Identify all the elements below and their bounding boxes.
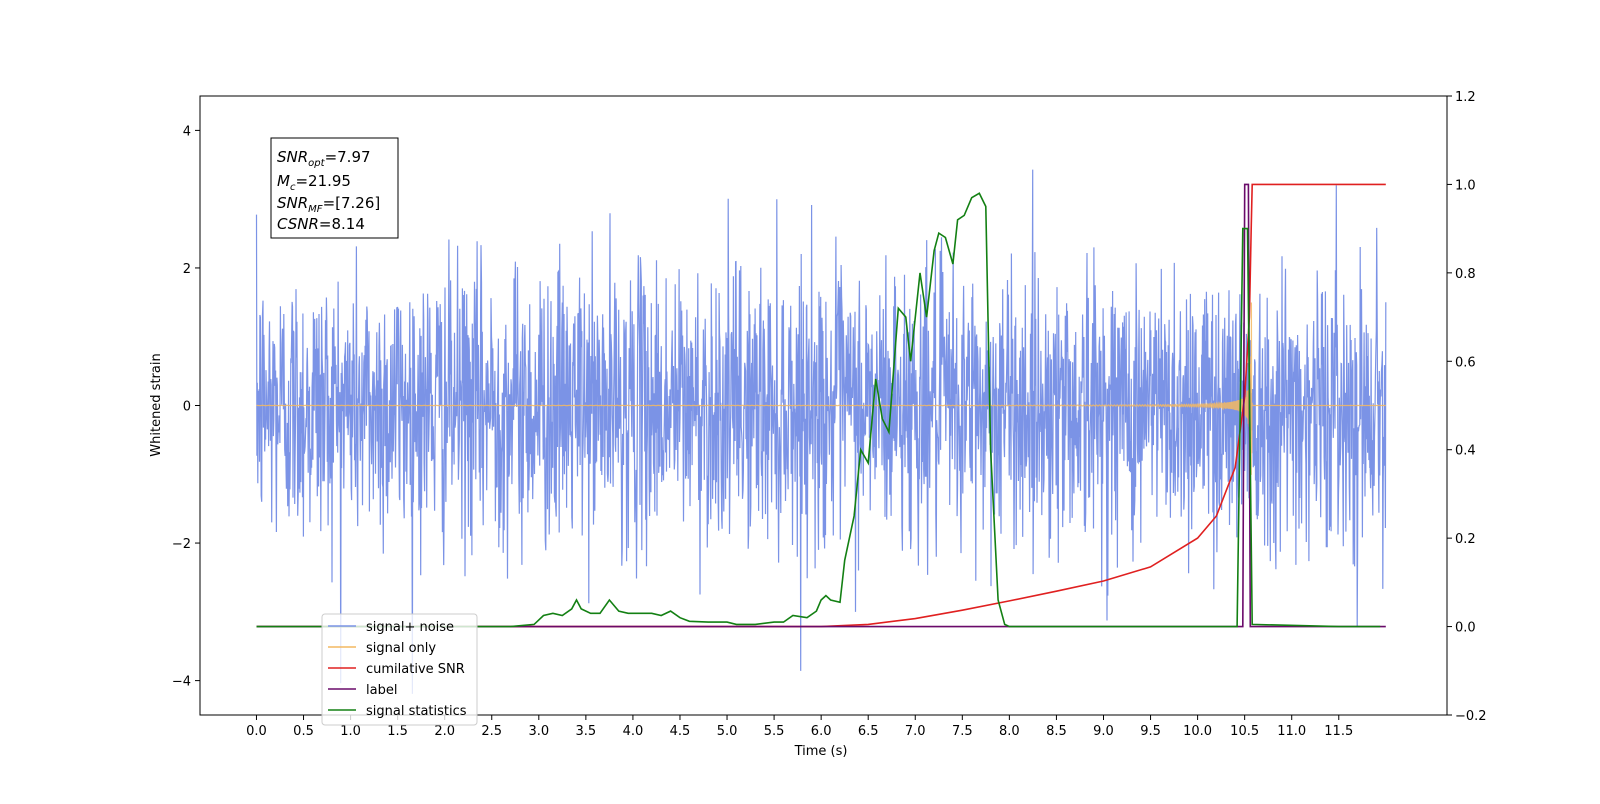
y-right-tick-label: 0.6 (1455, 355, 1476, 370)
x-tick-label: 6.0 (811, 724, 832, 739)
y-right-tick-label: 0.2 (1455, 532, 1476, 547)
legend-box (321, 613, 478, 726)
y-axis-right: −0.2 0.0 0.2 0.4 0.6 0.8 1.0 1.2 (1447, 90, 1487, 724)
x-tick-label: 10.5 (1230, 724, 1259, 739)
y-right-tick-label: 0.8 (1455, 267, 1476, 282)
x-tick-label: 10.0 (1183, 724, 1212, 739)
y-right-tick-label: 1.2 (1455, 90, 1476, 105)
x-axis: 0.0 0.5 1.0 1.5 2.0 2.5 3.0 3.5 4.0 4.5 5.0 5.5 6.0 6… (246, 715, 1353, 739)
x-tick-label: 2.5 (481, 724, 502, 739)
y-left-tick-label: 2 (183, 262, 191, 277)
x-tick-label: 6.5 (858, 724, 879, 739)
annotation-csnr: CSNR=8.14 (277, 215, 365, 233)
x-tick-label: 11.0 (1277, 724, 1306, 739)
legend-item: signal+ noise (328, 620, 454, 635)
x-tick-label: 7.5 (952, 724, 973, 739)
legend-item: signal statistics (328, 704, 467, 719)
x-tick-label: 8.5 (1046, 724, 1067, 739)
legend-label: signal+ noise (366, 620, 454, 635)
y-right-tick-label: 0.4 (1455, 444, 1476, 459)
series-signal-statistics (256, 192, 1381, 628)
legend-label: signal only (366, 641, 436, 656)
series-signal-noise (255, 169, 1387, 694)
x-tick-label: 7.0 (905, 724, 926, 739)
y-right-tick-label: 1.0 (1455, 178, 1476, 193)
x-tick-label: 2.0 (434, 724, 455, 739)
y-right-tick-label: 0.0 (1455, 621, 1476, 636)
y-left-tick-label: 4 (183, 124, 191, 139)
legend-label: signal statistics (366, 704, 467, 719)
y-right-tick-label: −0.2 (1455, 709, 1487, 724)
x-tick-label: 11.5 (1324, 724, 1353, 739)
y-left-tick-label: −2 (172, 537, 191, 552)
x-tick-label: 3.5 (576, 724, 597, 739)
x-tick-label: 9.5 (1140, 724, 1161, 739)
x-tick-label: 9.0 (1093, 724, 1114, 739)
x-tick-label: 4.5 (670, 724, 691, 739)
y-axis-left: −4 −2 0 2 4 (172, 124, 200, 690)
y-left-tick-label: 0 (183, 400, 191, 415)
annotation-box: SNRopt=7.97 Mc=21.95 SNRMF=[7.26] CSNR=8… (270, 137, 399, 239)
legend-label: label (366, 683, 397, 698)
series-cumulative-snr (256, 183, 1386, 628)
y-left-tick-label: −4 (172, 675, 191, 690)
x-tick-label: 5.5 (764, 724, 785, 739)
x-tick-label: 5.0 (717, 724, 738, 739)
x-tick-label: 8.0 (999, 724, 1020, 739)
x-tick-label: 1.0 (340, 724, 361, 739)
annotation-snr-opt: SNRopt=7.97 (277, 148, 371, 169)
y-axis-label-left: Whitened strain (149, 353, 164, 456)
x-tick-label: 3.0 (528, 724, 549, 739)
legend-item: signal only (328, 641, 436, 656)
x-tick-label: 0.0 (246, 724, 267, 739)
annotation-snr-mf: SNRMF=[7.26] (277, 194, 380, 215)
x-tick-label: 4.0 (623, 724, 644, 739)
annotation-mc: Mc=21.95 (277, 172, 351, 193)
legend-label: cumilative SNR (366, 662, 465, 677)
legend-item: label (328, 683, 397, 698)
legend: signal+ noise signal only cumilative SNR… (321, 613, 478, 726)
x-axis-label: Time (s) (794, 744, 848, 759)
x-tick-label: 0.5 (293, 724, 314, 739)
legend-item: cumilative SNR (328, 662, 465, 677)
x-tick-label: 1.5 (387, 724, 408, 739)
series-signal-only (256, 302, 1386, 475)
series-layer (255, 169, 1387, 694)
